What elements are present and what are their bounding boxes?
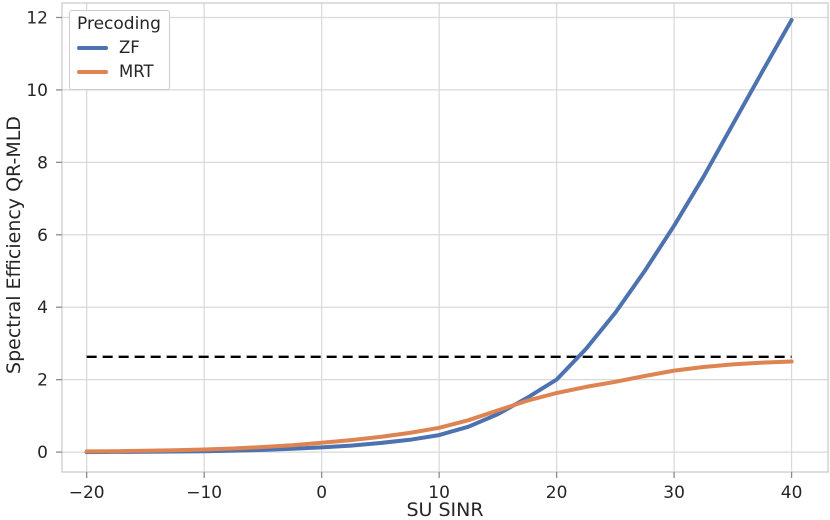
svg-text:10: 10 [26,81,48,101]
x-tick-labels: −20 −10 0 10 20 30 40 [69,483,803,503]
legend-label-zf: ZF [119,37,140,57]
legend-label-mrt: MRT [119,61,154,81]
svg-text:40: 40 [781,483,803,503]
svg-text:8: 8 [37,153,48,173]
mrt-line-swatch [77,69,108,75]
svg-text:30: 30 [663,483,685,503]
svg-text:−10: −10 [186,483,222,503]
svg-text:20: 20 [546,483,568,503]
legend: Precoding ZF MRT [69,10,170,90]
y-axis-title: Spectral Efficiency QR-MLD [3,116,25,374]
gridlines [62,3,828,472]
plot-border [61,2,829,473]
svg-text:2: 2 [37,371,48,391]
tick-marks [56,16,793,478]
legend-title: Precoding [77,14,161,34]
legend-item-zf: ZF [77,36,161,60]
x-axis-title: SU SINR [406,499,484,520]
series-line-mrt [84,359,794,454]
svg-text:12: 12 [26,8,48,28]
y-tick-labels: 0 2 4 6 8 10 12 [26,8,48,463]
legend-item-mrt: MRT [77,60,161,84]
svg-text:10: 10 [428,483,450,503]
svg-text:4: 4 [37,298,48,318]
svg-text:0: 0 [37,443,48,463]
svg-text:−20: −20 [69,483,105,503]
zf-line-swatch [77,45,108,51]
svg-text:6: 6 [37,226,48,246]
svg-text:0: 0 [316,483,327,503]
